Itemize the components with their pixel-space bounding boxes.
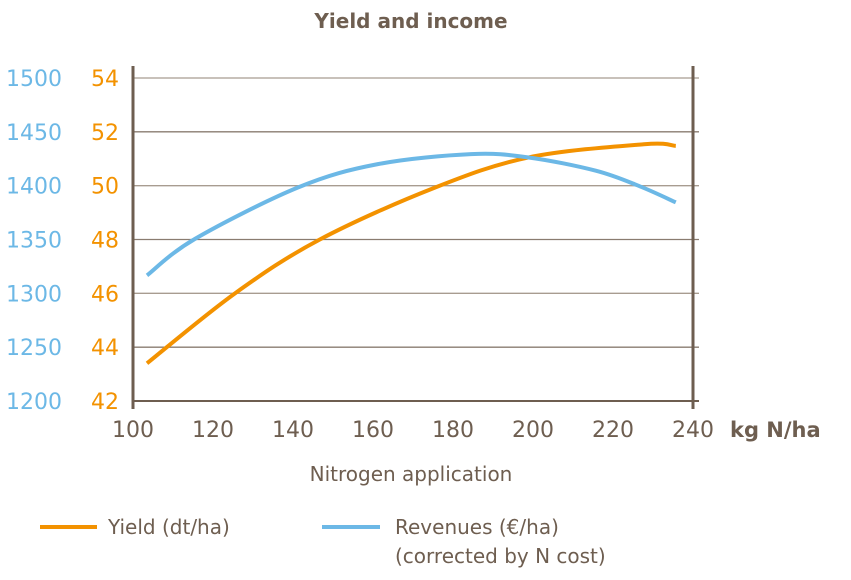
y-left-tick-label: 48 <box>91 229 119 254</box>
x-tick-label: 220 <box>592 418 634 443</box>
legend: Yield (dt/ha) Revenues (€/ha) (corrected… <box>40 515 606 568</box>
revenues-line <box>145 151 677 277</box>
y-left-tick-label: 50 <box>91 175 119 200</box>
y-left-tick-label: 54 <box>91 67 119 92</box>
y-blue-tick-label: 1450 <box>6 121 62 146</box>
y-left-tick-label: 52 <box>91 121 119 146</box>
y-blue-tick-label: 1300 <box>6 282 62 307</box>
x-axis-label: Nitrogen application <box>310 462 513 486</box>
legend-label-revenues-note: (corrected by N cost) <box>395 544 606 568</box>
y-blue-tick-label: 1500 <box>6 67 62 92</box>
x-tick-label: 180 <box>432 418 474 443</box>
x-tick-label: 100 <box>112 418 154 443</box>
x-unit-label: kg N/ha <box>730 418 821 442</box>
y-left-tick-label: 44 <box>91 336 119 361</box>
x-tick-label: 200 <box>512 418 554 443</box>
y-blue-tick-label: 1250 <box>6 336 62 361</box>
x-tick-label: 120 <box>192 418 234 443</box>
chart-title: Yield and income <box>313 9 507 33</box>
x-tick-label: 140 <box>272 418 314 443</box>
yield-line <box>145 141 677 365</box>
y-blue-tick-label: 1200 <box>6 390 62 415</box>
x-tick-label: 240 <box>672 418 714 443</box>
legend-label-revenues: Revenues (€/ha) <box>395 515 559 539</box>
legend-label-yield: Yield (dt/ha) <box>107 515 230 539</box>
y-blue-tick-label: 1400 <box>6 175 62 200</box>
y-blue-tick-label: 1350 <box>6 229 62 254</box>
y-left-tick-label: 46 <box>91 282 119 307</box>
y-left-tick-label: 42 <box>91 390 119 415</box>
x-tick-label: 160 <box>352 418 394 443</box>
